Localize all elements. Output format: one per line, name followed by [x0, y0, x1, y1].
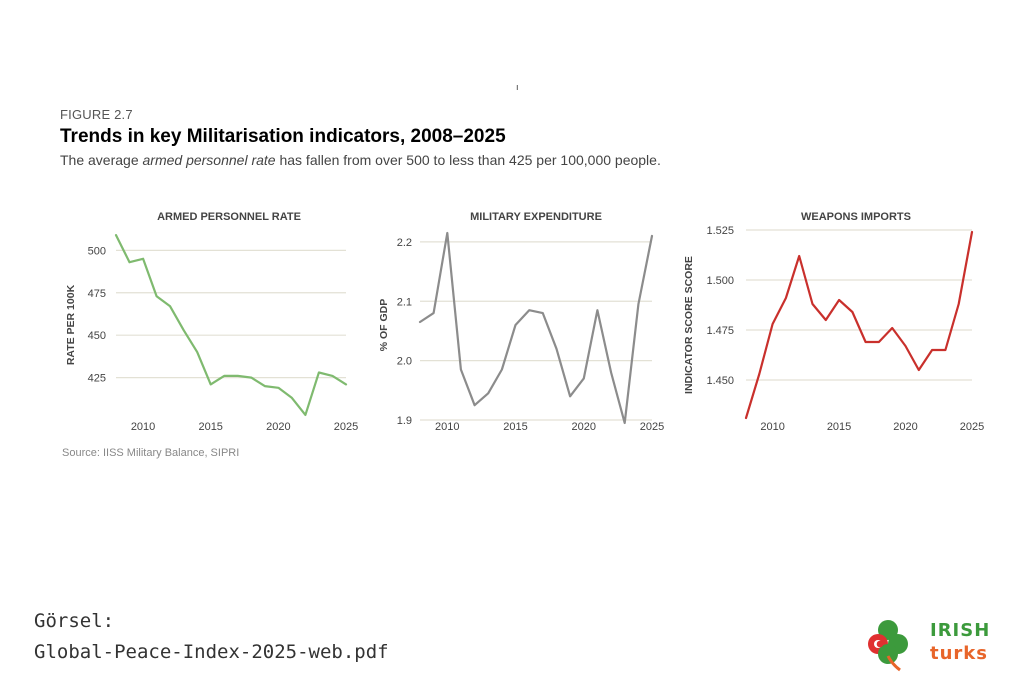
y-tick-label: 1.525	[706, 225, 734, 237]
y-tick-label: 425	[88, 373, 106, 385]
irish-turks-logo	[868, 620, 908, 672]
x-tick-label: 2020	[266, 421, 290, 433]
figure-label: FIGURE 2.7	[60, 107, 133, 122]
y-tick-label: 2.2	[397, 237, 412, 249]
stray-mark: ı	[516, 82, 519, 92]
figure-subtitle: The average armed personnel rate has fal…	[60, 152, 661, 168]
y-tick-label: 1.450	[706, 375, 734, 387]
y-axis-label: RATE PER 100K	[65, 284, 77, 365]
y-axis-label: INDICATOR SCORE SCORE	[683, 256, 695, 394]
x-tick-label: 2020	[893, 421, 917, 433]
logo-text-irish: IRISH	[930, 620, 991, 641]
shamrock-icon	[868, 620, 908, 672]
figure-title: Trends in key Militarisation indicators,…	[60, 126, 506, 147]
charts-area: ARMED PERSONNEL RATE 425 450 475 500 2010 2015…	[65, 211, 984, 433]
x-tick-label: 2015	[503, 421, 527, 433]
x-tick-label: 2015	[827, 421, 851, 433]
x-tick-label: 2015	[198, 421, 222, 433]
caption-line-1: Görsel:	[34, 610, 115, 632]
subtitle-post: has fallen from over 500 to less than 42…	[275, 152, 661, 168]
chart-title: ARMED PERSONNEL RATE	[157, 211, 301, 223]
source-note: Source: IISS Military Balance, SIPRI	[62, 447, 240, 459]
x-tick-label: 2020	[572, 421, 596, 433]
x-tick-label: 2025	[334, 421, 358, 433]
series-line	[418, 231, 654, 425]
y-tick-label: 2.0	[397, 356, 412, 368]
series-line	[744, 230, 974, 420]
subtitle-emphasis: armed personnel rate	[142, 152, 276, 168]
x-tick-label: 2025	[960, 421, 984, 433]
chart-title: MILITARY EXPENDITURE	[470, 211, 602, 223]
chart-title: WEAPONS IMPORTS	[801, 211, 911, 223]
y-tick-label: 2.1	[397, 296, 412, 308]
y-tick-label: 1.500	[706, 275, 734, 287]
y-tick-label: 1.9	[397, 415, 412, 427]
y-axis-label: % OF GDP	[378, 299, 390, 352]
y-tick-label: 1.475	[706, 325, 734, 337]
subtitle-pre: The average	[60, 152, 143, 168]
series-line	[114, 234, 348, 416]
x-tick-label: 2010	[435, 421, 459, 433]
y-tick-label: 500	[88, 245, 106, 257]
y-tick-label: 450	[88, 330, 106, 342]
logo-text-turks: turks	[930, 643, 988, 664]
x-tick-label: 2010	[760, 421, 784, 433]
x-tick-label: 2025	[640, 421, 664, 433]
x-tick-label: 2010	[131, 421, 155, 433]
y-tick-label: 475	[88, 288, 106, 300]
caption-line-2: Global-Peace-Index-2025-web.pdf	[34, 641, 389, 663]
image-caption: Görsel: Global-Peace-Index-2025-web.pdf	[34, 606, 389, 668]
